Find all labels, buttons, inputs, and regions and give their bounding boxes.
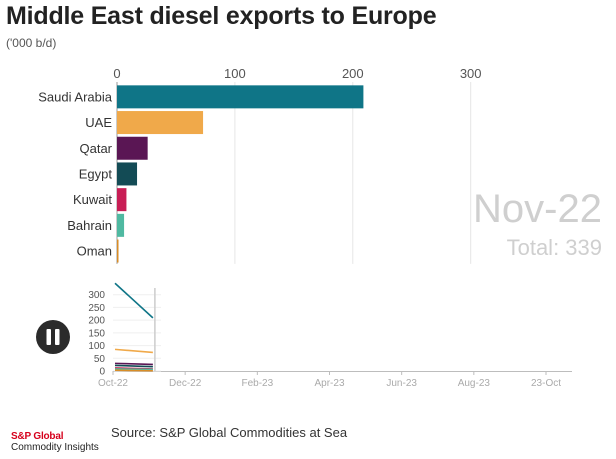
chart-title: Middle East diesel exports to Europe: [6, 2, 437, 30]
timeline-x-ticks: Oct-22 Dec-22 Feb-23 Apr-23 Jun-23 Aug-23 23-O…: [98, 378, 561, 389]
bar-x-tick-label: 0: [113, 66, 120, 81]
timeline-y-tick-label: 0: [99, 367, 105, 378]
play-pause-button-bg[interactable]: [36, 320, 70, 354]
bar-x-tick-label: 200: [342, 66, 364, 81]
bar: [117, 188, 127, 212]
timeline-y-tick-label: 200: [88, 316, 105, 327]
bar-category-label: Egypt: [79, 166, 113, 181]
timeline-series-line: [114, 369, 153, 372]
timeline-x-tick-label: Jun-23: [386, 378, 417, 389]
bar: [117, 239, 119, 263]
chart-subtitle: ('000 b/d): [6, 36, 57, 50]
timeline-x-tick-label: Aug-23: [458, 378, 491, 389]
timeline-series-line: [114, 362, 153, 366]
timeline-series-line: [114, 348, 153, 354]
bar-category-label: Bahrain: [67, 218, 112, 233]
timeline-series-line: [114, 364, 153, 368]
timeline-x-tick-label: 23-Oct: [531, 378, 561, 389]
timeline-series: [114, 282, 154, 372]
source-note: Source: S&P Global Commodities at Sea: [111, 425, 348, 440]
pause-icon[interactable]: [46, 329, 60, 345]
timeline-y-tick-label: 50: [94, 354, 106, 365]
sp-global-logo: S&P Global Commodity Insights: [11, 431, 99, 453]
bar-axis-ticks: 0 100 200 300: [113, 66, 481, 81]
bar-category-label: Saudi Arabia: [38, 89, 112, 104]
total-label: Total: 339: [507, 235, 602, 260]
bar: [117, 111, 204, 135]
bar-series: [117, 85, 364, 263]
bar: [117, 136, 148, 160]
play-pause-button[interactable]: [36, 320, 70, 354]
timeline-series-line: [114, 368, 153, 371]
bar-category-labels: Saudi Arabia UAE Qatar Egypt Kuwait Bahrain Om…: [38, 89, 112, 258]
timeline-x-tick-label: Apr-23: [314, 378, 344, 389]
timeline-y-tick-label: 100: [88, 341, 105, 352]
bar-x-tick-label: 300: [460, 66, 482, 81]
bar: [117, 85, 364, 109]
logo-brand: S&P Global: [11, 431, 64, 442]
timeline-y-tick-label: 250: [88, 303, 105, 314]
period-label: Nov-22: [473, 187, 602, 231]
bar-gridlines: [116, 82, 472, 264]
timeline-gridlines: [112, 294, 572, 375]
bar-x-tick-label: 100: [224, 66, 246, 81]
timeline-y-tick-label: 150: [88, 328, 105, 339]
bar: [117, 213, 125, 237]
timeline-x-tick-label: Oct-22: [98, 378, 128, 389]
bar-category-label: Kuwait: [73, 192, 112, 207]
timeline-x-tick-label: Dec-22: [169, 378, 202, 389]
logo-subtitle: Commodity Insights: [11, 442, 99, 453]
timeline-x-tick-label: Feb-23: [241, 378, 273, 389]
timeline-series-line: [114, 282, 154, 319]
bar: [117, 162, 138, 186]
timeline-y-tick-label: 300: [88, 290, 105, 301]
bar-category-label: Qatar: [79, 141, 112, 156]
bar-category-label: UAE: [85, 115, 112, 130]
bar-category-label: Oman: [77, 244, 112, 259]
